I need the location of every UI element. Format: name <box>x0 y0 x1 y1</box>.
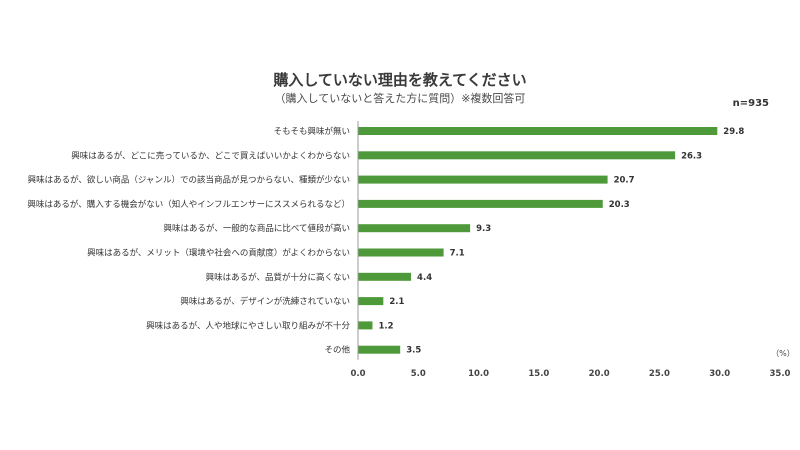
bar <box>358 151 676 160</box>
chart-subtitle: （購入していないと答えた方に質問）※複数回答可 <box>275 91 526 105</box>
category-label: 興味はあるが、品質が十分に高くない <box>206 272 350 283</box>
category-label: 興味はあるが、メリット（環境や社会への貢献度）がよくわからない <box>87 248 350 259</box>
category-label: その他 <box>324 345 350 356</box>
x-tick-label: 25.0 <box>649 369 670 379</box>
bar <box>358 248 444 257</box>
category-label: 興味はあるが、どこに売っているか、どこで買えばいいかよくわからない <box>71 150 350 161</box>
bar <box>358 199 603 208</box>
value-label: 20.3 <box>609 200 630 210</box>
value-label: 20.7 <box>614 176 635 186</box>
bar <box>358 345 401 354</box>
bar <box>358 224 471 233</box>
x-tick-label: 5.0 <box>411 369 426 379</box>
value-label: 4.4 <box>417 273 432 283</box>
value-label: 3.5 <box>406 346 421 356</box>
x-tick-label: 10.0 <box>468 369 489 379</box>
category-label: 興味はあるが、欲しい商品（ジャンル）での該当商品が見つからない、種類が少ない <box>28 175 350 186</box>
value-label: 9.3 <box>476 224 491 234</box>
category-label: 興味はあるが、一般的な商品に比べて値段が高い <box>164 223 351 234</box>
value-label: 7.1 <box>450 249 465 259</box>
chart-title: 購入していない理由を教えてください <box>272 71 526 89</box>
category-label: 興味はあるが、デザインが洗練されていない <box>180 296 350 307</box>
x-tick-label: 20.0 <box>589 369 610 379</box>
bar <box>358 272 412 281</box>
category-label: 興味はあるが、購入する機会がない（知人やインフルエンサーにススメられるなど） <box>27 199 350 210</box>
sample-size-note: n=935 <box>733 98 769 109</box>
x-tick-label: 15.0 <box>528 369 549 379</box>
unit-label: （%） <box>771 349 795 358</box>
bar <box>358 175 608 184</box>
value-label: 29.8 <box>723 127 744 137</box>
value-label: 26.3 <box>681 151 702 161</box>
x-axis: 0.0 5.0 10.0 15.0 20.0 25.0 30.0 35.0 <box>350 121 791 379</box>
bars-group: そもそも興味が無い 29.8 興味はあるが、どこに売っているか、どこで買えばいいかよ… <box>27 126 744 356</box>
x-tick-label: 35.0 <box>770 369 791 379</box>
category-label: 興味はあるが、人や地球にやさしい取り組みが不十分 <box>146 320 350 331</box>
bar <box>358 297 384 306</box>
value-label: 2.1 <box>389 297 404 307</box>
category-label: そもそも興味が無い <box>274 126 350 137</box>
value-label: 1.2 <box>378 321 393 331</box>
x-tick-label: 0.0 <box>350 369 365 379</box>
x-tick-label: 30.0 <box>709 369 730 379</box>
bar <box>358 321 373 330</box>
bar <box>358 127 718 135</box>
